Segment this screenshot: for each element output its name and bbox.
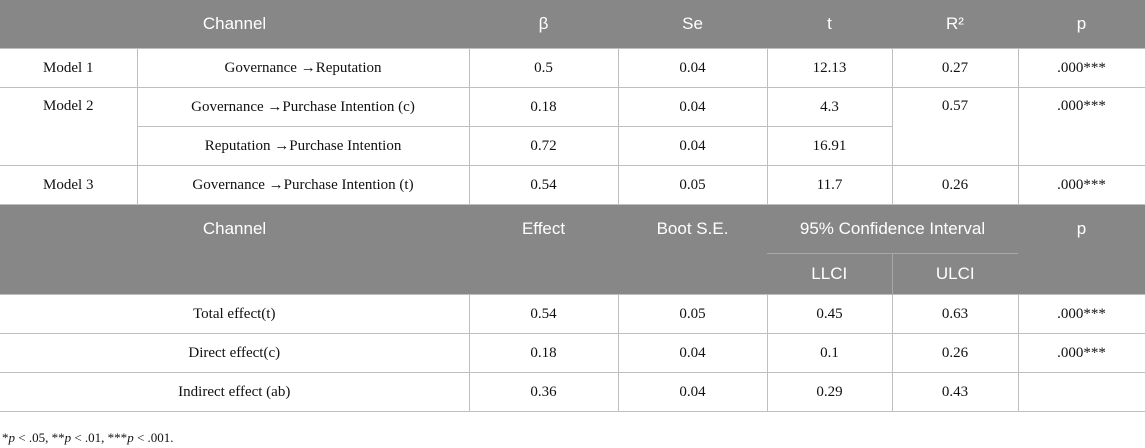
footnote-p: p	[8, 430, 16, 445]
footnote-text: < .001.	[133, 430, 174, 445]
boot-se-cell: 0.04	[617, 372, 768, 412]
model-label: Model 2	[0, 87, 138, 166]
channel-cell: Governance →Purchase Intention (t)	[136, 165, 470, 205]
r2-cell: 0.27	[891, 48, 1019, 88]
model-label: Model 3	[0, 165, 138, 205]
beta-cell: 0.54	[468, 165, 619, 205]
beta-cell: 0.72	[468, 126, 619, 166]
header-channel: Channel	[0, 0, 470, 49]
header-row-2: Channel Effect Boot S.E. 95% Confidence …	[0, 204, 1145, 295]
header-se: Se	[618, 0, 768, 49]
p-cell: .000***	[1017, 165, 1145, 205]
footnote-p: p	[64, 430, 72, 445]
header-boot-se: Boot S.E.	[618, 204, 768, 295]
se-cell: 0.05	[617, 165, 768, 205]
channel-cell: Governance →Purchase Intention (c)	[136, 87, 470, 127]
footnote-text: < .05, **	[15, 430, 65, 445]
table-row: Model 1 Governance →Reputation 0.5 0.04 …	[0, 48, 1145, 88]
effect-channel-cell: Indirect effect (ab)	[0, 372, 470, 412]
table-row: Reputation →Purchase Intention 0.72 0.04…	[0, 126, 1145, 166]
llci-cell: 0.29	[766, 372, 893, 412]
channel-cell: Reputation →Purchase Intention	[136, 126, 470, 166]
p-cell	[1017, 372, 1145, 412]
t-cell: 4.3	[766, 87, 893, 127]
table-row: Indirect effect (ab) 0.36 0.04 0.29 0.43	[0, 372, 1145, 412]
header-p-2: p	[1018, 204, 1145, 295]
llci-cell: 0.45	[766, 294, 893, 334]
header-r2: R²	[892, 0, 1019, 49]
header-effect: Effect	[469, 204, 619, 295]
effect-channel-cell: Direct effect(c)	[0, 333, 470, 373]
t-cell: 12.13	[766, 48, 893, 88]
effect-channel-cell: Total effect(t)	[0, 294, 470, 334]
header-confidence-interval: 95% Confidence Interval	[767, 204, 1019, 254]
t-cell: 11.7	[766, 165, 893, 205]
header-ulci: ULCI	[891, 253, 1019, 295]
header-row-1: Channel β Se t R² p	[0, 0, 1145, 49]
se-cell: 0.04	[617, 126, 768, 166]
boot-se-cell: 0.04	[617, 333, 768, 373]
boot-se-cell: 0.05	[617, 294, 768, 334]
header-beta: β	[469, 0, 619, 49]
se-cell: 0.04	[617, 87, 768, 127]
header-t: t	[767, 0, 893, 49]
significance-footnote: *p < .05, **p < .01, ***p < .001.	[2, 430, 174, 446]
ulci-cell: 0.43	[891, 372, 1019, 412]
r2-cell: 0.26	[891, 165, 1019, 205]
table-row: Direct effect(c) 0.18 0.04 0.1 0.26 .000…	[0, 333, 1145, 373]
footnote-text: *	[2, 430, 9, 445]
p-cell: .000***	[1017, 48, 1145, 88]
p-cell: .000***	[1017, 87, 1145, 166]
results-table: Channel β Se t R² p Model 1 Governance →…	[0, 0, 1145, 412]
footnote-text: < .01, ***	[71, 430, 128, 445]
llci-cell: 0.1	[766, 333, 893, 373]
effect-cell: 0.54	[468, 294, 619, 334]
beta-cell: 0.5	[468, 48, 619, 88]
r2-cell: 0.57	[891, 87, 1019, 166]
ulci-cell: 0.63	[891, 294, 1019, 334]
table-row: Model 3 Governance →Purchase Intention (…	[0, 165, 1145, 205]
header-channel-2: Channel	[0, 204, 470, 295]
header-row-3: LLCI ULCI	[0, 253, 1145, 295]
footnote-p: p	[127, 430, 134, 445]
table-row: Total effect(t) 0.54 0.05 0.45 0.63 .000…	[0, 294, 1145, 334]
p-cell: .000***	[1017, 294, 1145, 334]
header-p: p	[1018, 0, 1145, 49]
header-llci: LLCI	[767, 253, 893, 295]
se-cell: 0.04	[617, 48, 768, 88]
channel-cell: Governance →Reputation	[136, 48, 470, 88]
t-cell: 16.91	[766, 126, 893, 166]
table-row: Model 2 Governance →Purchase Intention (…	[0, 87, 1145, 166]
effect-cell: 0.18	[468, 333, 619, 373]
effect-cell: 0.36	[468, 372, 619, 412]
ulci-cell: 0.26	[891, 333, 1019, 373]
model-label: Model 1	[0, 48, 138, 88]
beta-cell: 0.18	[468, 87, 619, 127]
p-cell: .000***	[1017, 333, 1145, 373]
